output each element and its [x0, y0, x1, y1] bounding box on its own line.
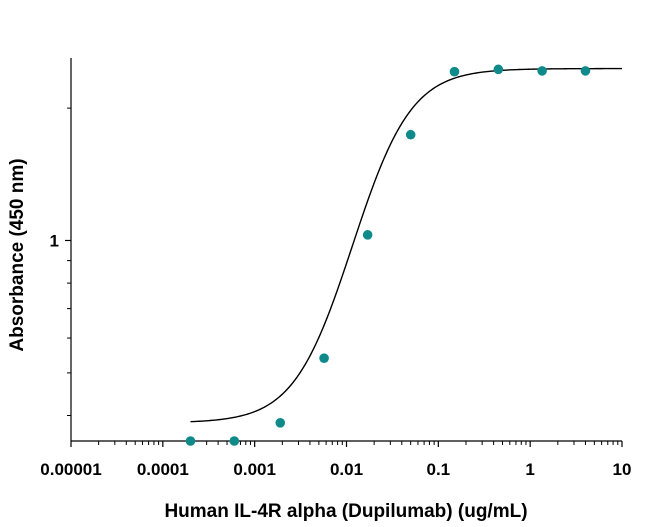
data-point — [275, 417, 286, 428]
data-point — [229, 436, 240, 446]
data-points — [185, 64, 591, 446]
x-axis-title: Human IL-4R alpha (Dupilumab) (ug/mL) — [164, 501, 527, 522]
data-point — [449, 66, 460, 77]
x-ticks — [70, 441, 623, 447]
x-tick-label: 0.01 — [330, 460, 363, 479]
data-point — [185, 436, 196, 446]
x-tick-label: 1 — [525, 460, 534, 479]
x-tick-label: 10 — [613, 460, 632, 479]
data-point — [493, 64, 504, 75]
axes — [70, 58, 622, 442]
y-tick-labels: 1 — [50, 231, 59, 250]
x-tick-label: 0.0001 — [137, 460, 189, 479]
x-tick-label: 0.1 — [427, 460, 451, 479]
y-tick-label: 1 — [50, 231, 59, 250]
y-ticks — [65, 107, 71, 416]
data-point — [319, 353, 329, 363]
data-point — [362, 230, 373, 240]
data-point — [405, 129, 416, 140]
y-axis-title: Absorbance (450 nm) — [7, 158, 28, 351]
x-tick-label: 0.001 — [233, 460, 276, 479]
data-point — [537, 66, 547, 76]
fit-curve — [190, 67, 623, 423]
x-tick-label: 0.00001 — [40, 460, 101, 479]
data-point — [580, 66, 591, 76]
x-tick-labels: 0.00001 0.0001 0.001 0.01 0.1 1 10 — [40, 460, 631, 479]
